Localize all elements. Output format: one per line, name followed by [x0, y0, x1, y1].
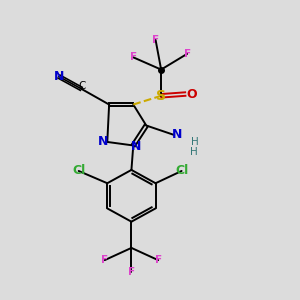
Text: H: H [190, 147, 197, 158]
Text: H: H [191, 137, 199, 147]
Text: N: N [172, 128, 182, 142]
Text: C: C [79, 81, 86, 91]
Text: F: F [152, 35, 159, 45]
Text: Cl: Cl [72, 164, 85, 178]
Text: F: F [130, 52, 137, 62]
Text: Cl: Cl [175, 164, 188, 178]
Text: S: S [156, 89, 166, 103]
Text: N: N [54, 70, 64, 83]
Text: F: F [101, 255, 108, 265]
Text: F: F [184, 49, 191, 59]
Text: N: N [131, 140, 141, 153]
Text: F: F [154, 255, 162, 265]
Text: N: N [98, 136, 108, 148]
Text: O: O [187, 88, 197, 100]
Text: F: F [128, 267, 135, 278]
